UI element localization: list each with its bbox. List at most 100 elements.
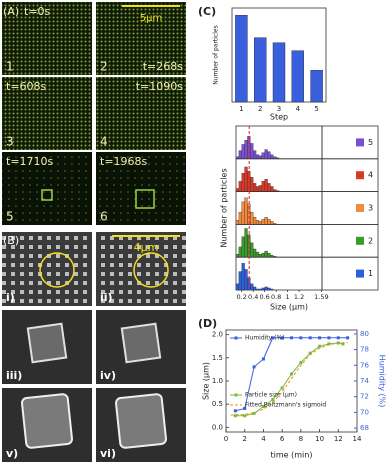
histogram-bar [258,253,262,258]
histogram-bar [267,151,271,159]
frame-label: iv) [100,369,116,382]
histogram-bar [261,152,265,159]
histogram-bar [250,211,254,225]
legend-label: Fitted Boltzmann's sigmoid [245,402,326,409]
marker [261,405,265,408]
histogram-bar [244,197,248,225]
x-tick-label: 4 [296,105,301,113]
histogram-bar [241,201,245,225]
legend-swatch [356,269,364,278]
micrograph [96,152,186,225]
histogram-bar [238,150,242,159]
frame-time: t=1968s [100,155,148,168]
histogram-bar [253,217,257,225]
y2-tick-label: 68 [360,424,369,432]
x-axis-label: Size (μm) [270,303,308,312]
legend-marker [234,336,238,340]
marker [318,336,322,340]
bar [291,50,304,103]
x-tick-label: 8 [299,435,303,443]
legend-frame [321,256,379,291]
frame-number: 6 [100,210,108,224]
bar [272,42,286,103]
x-tick-label: 14 [353,435,362,443]
scale-bar-label: 5μm [140,13,162,24]
frame-number: 4 [100,135,108,149]
histogram-bar [244,140,248,159]
micrograph [96,77,186,150]
y2-tick-label: 80 [360,330,369,338]
histogram-bar [238,181,242,192]
panel-label: (C) [198,5,216,18]
marker [252,411,256,415]
marker [327,336,331,340]
marker [318,344,322,348]
x-tick-label: 0.8 [271,293,281,301]
histogram-bar [261,219,265,225]
frame-number: 1 [6,60,14,74]
y2-axis-label: Humidity (%) [378,355,387,408]
x-tick-label: 10 [315,435,324,443]
legend-marker [234,393,238,397]
legend-label: 4 [368,171,373,180]
x-tick-label: 3 [277,105,281,113]
histogram-bar [253,248,257,258]
x-tick-label: 0.4 [248,293,258,301]
x-tick-label: 6 [280,435,285,443]
frame-time: t=1710s [6,155,54,168]
histogram-bar [235,253,240,258]
x-tick-label: 1.2 [294,293,304,301]
y-axis-label: Number of particles [220,168,229,247]
histogram-bar [258,185,262,192]
histogram-bar [255,220,260,225]
histogram-bar [270,186,274,192]
micrograph [2,77,92,150]
panel-label: (B) [3,234,19,247]
marker [280,336,284,340]
legend-swatch [356,236,364,245]
histogram-bar [258,288,262,291]
histogram-bar [264,179,268,192]
marker [252,365,256,369]
histogram-bar [258,221,262,225]
legend-label: Humidity (%) [245,335,285,342]
frame-time: t=0s [24,5,51,18]
histogram-bar [267,252,271,258]
legend-swatch [356,204,364,212]
histogram-bar [238,246,242,258]
frame-label: vi) [100,447,116,460]
histogram-bar [235,283,240,291]
micrograph [96,2,186,75]
crystal [120,322,162,364]
histogram-bar [241,144,245,159]
marker [341,342,345,346]
y2-tick-label: 72 [360,393,369,401]
marker [308,351,312,355]
histogram-bar [250,177,254,192]
histogram-bar [255,186,260,192]
frame-label: v) [6,447,18,460]
frame-label: ii) [100,291,113,304]
frame-time: t=1090s [136,80,184,93]
crystal [26,322,68,364]
highlight-circle [133,252,169,288]
crystal [115,393,167,449]
histogram-bar [264,217,268,225]
bar [310,69,323,103]
histogram-bar [244,228,248,258]
histogram-bar [255,154,260,159]
micrograph [96,232,186,306]
histogram-bar [253,150,257,159]
x-tick-label: 5 [314,105,318,113]
marker [261,357,265,361]
histogram-bar [267,183,271,192]
marker [290,336,293,340]
frame-label: iii) [6,369,22,382]
frame-time: t=268s [143,60,184,73]
x-tick-label: 1.59 [314,293,328,301]
marker [233,414,237,418]
histogram-bar [264,250,268,258]
x-tick-label: 1 [286,293,290,301]
histogram-bar [261,287,265,291]
y-tick-label: 1.0 [212,377,223,385]
